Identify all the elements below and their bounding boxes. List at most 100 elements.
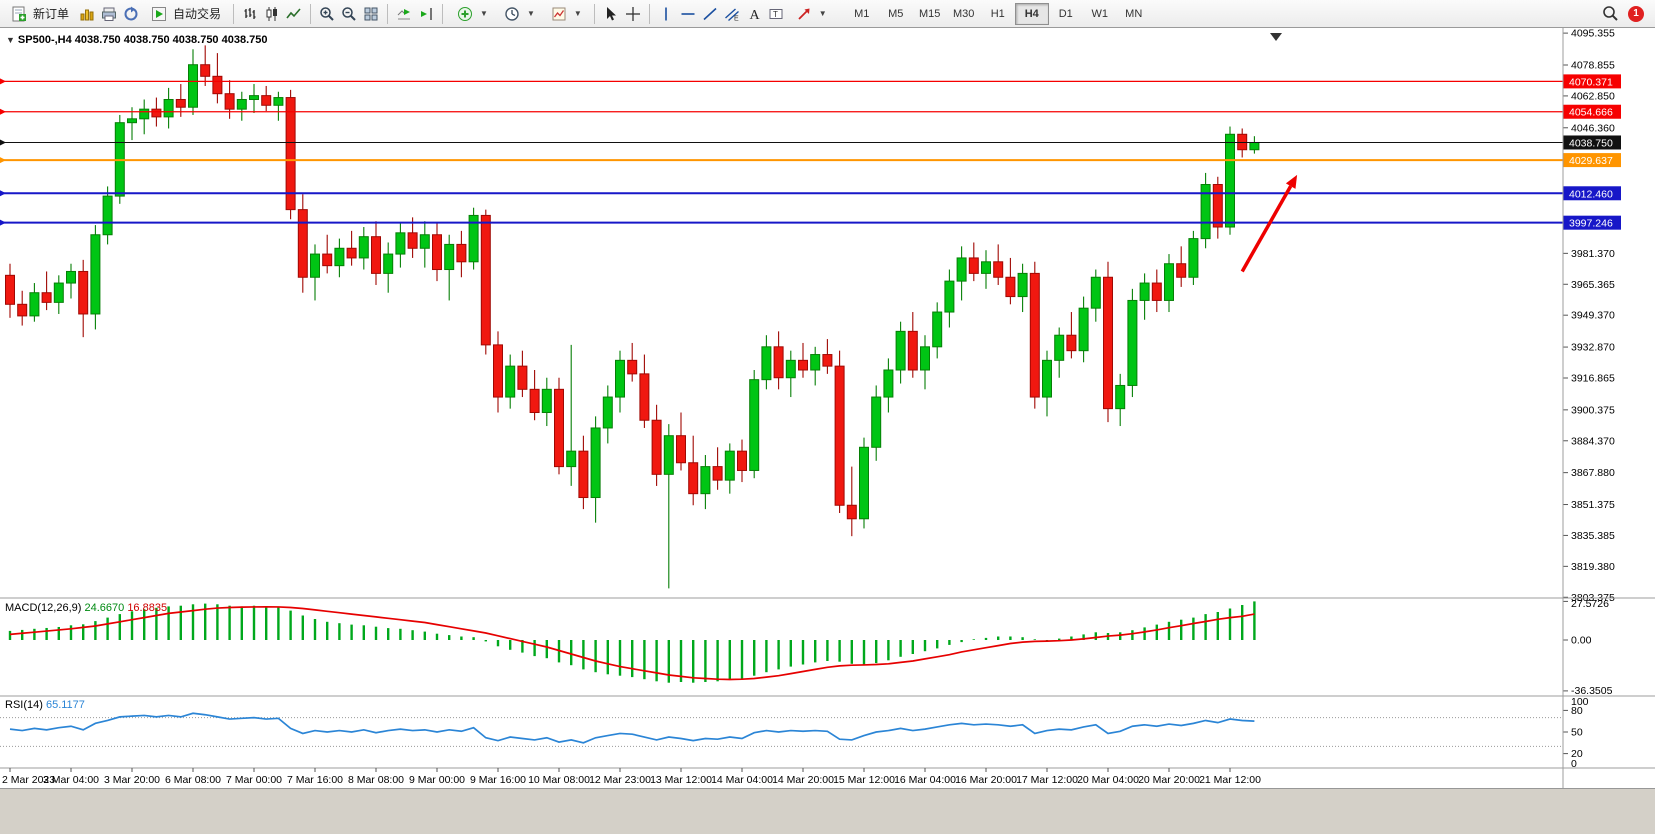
autoscroll-icon[interactable]	[394, 4, 414, 24]
chart-shift-icon[interactable]	[416, 4, 436, 24]
price-tag	[1563, 135, 1621, 150]
trend-arrow[interactable]	[1240, 185, 1293, 273]
timeframe-D1[interactable]: D1	[1058, 7, 1073, 20]
line-chart-mode-icon[interactable]	[284, 4, 304, 24]
svg-text:2 Mar 2023: 2 Mar 2023	[2, 774, 55, 786]
price-tag-label: 4070.371	[1569, 76, 1613, 88]
timeframe-H4[interactable]: H4	[1014, 2, 1049, 25]
periods-menu-button[interactable]: ▼	[496, 2, 541, 26]
clock-icon	[502, 4, 522, 24]
chart-area: 4095.355 4078.855 4062.850 4046.360 3981.370…	[0, 28, 1655, 788]
svg-text:27.5726: 27.5726	[1571, 598, 1609, 610]
toolbar-separator	[442, 3, 444, 24]
svg-text:3916.865: 3916.865	[1571, 372, 1615, 384]
price-tag	[1563, 104, 1621, 119]
svg-text:A: A	[749, 8, 760, 22]
bottom-status-strip	[0, 788, 1655, 834]
tile-windows-icon[interactable]	[361, 4, 381, 24]
timeframe-M5[interactable]: M5	[888, 7, 904, 20]
timeframe-M30[interactable]: M30	[953, 7, 975, 20]
svg-text:16 Mar 20:00: 16 Mar 20:00	[955, 774, 1017, 786]
svg-text:21 Mar 12:00: 21 Mar 12:00	[1199, 774, 1261, 786]
svg-text:8 Mar 08:00: 8 Mar 08:00	[348, 774, 404, 786]
svg-text:T: T	[773, 10, 778, 19]
zoom-in-icon[interactable]	[317, 4, 337, 24]
svg-text:15 Mar 12:00: 15 Mar 12:00	[833, 774, 895, 786]
timeframe-M15[interactable]: M15	[919, 7, 941, 20]
crosshair-icon[interactable]	[623, 4, 643, 24]
candle-chart-mode-icon[interactable]	[262, 4, 282, 24]
svg-text:17 Mar 12:00: 17 Mar 12:00	[1016, 774, 1078, 786]
cursor-icon[interactable]	[601, 4, 621, 24]
print-icon[interactable]	[99, 4, 119, 24]
svg-text:9 Mar 00:00: 9 Mar 00:00	[409, 774, 465, 786]
new-order-icon	[9, 4, 29, 24]
equidistant-channel-tool-icon[interactable]: E	[722, 4, 742, 24]
trendline-tool-icon[interactable]	[700, 4, 720, 24]
svg-text:-36.3505: -36.3505	[1571, 685, 1613, 697]
svg-text:20: 20	[1571, 748, 1583, 760]
timeframe-H1[interactable]: H1	[990, 7, 1005, 20]
templates-menu-button[interactable]: ▼	[543, 2, 588, 26]
zoom-out-icon[interactable]	[339, 4, 359, 24]
new-order-button[interactable]: 新订单	[3, 2, 75, 26]
svg-text:4062.850: 4062.850	[1571, 90, 1615, 102]
svg-text:13 Mar 12:00: 13 Mar 12:00	[650, 774, 712, 786]
vertical-line-tool-icon[interactable]	[656, 4, 676, 24]
refresh-icon[interactable]	[121, 4, 141, 24]
line-left-marker	[0, 78, 6, 85]
svg-text:0.00: 0.00	[1571, 635, 1592, 647]
price-tag-label: 3997.246	[1569, 218, 1613, 230]
indicators-add-icon	[455, 4, 475, 24]
main-toolbar: 新订单 自动交易	[0, 0, 1655, 28]
chart-shift-marker[interactable]	[1270, 33, 1282, 41]
trend-arrow-head	[1285, 174, 1298, 189]
text-tool-icon[interactable]: A	[744, 4, 764, 24]
svg-text:4095.355: 4095.355	[1571, 28, 1615, 40]
svg-text:0: 0	[1571, 758, 1577, 770]
chart-canvas[interactable]: 4095.355 4078.855 4062.850 4046.360 3981.370…	[0, 28, 1655, 788]
svg-text:3851.375: 3851.375	[1571, 499, 1615, 511]
timeframe-MN[interactable]: MN	[1125, 7, 1143, 20]
arrow-tool-icon	[794, 4, 814, 24]
price-tag	[1563, 153, 1621, 168]
price-axis[interactable]: 4095.355 4078.855 4062.850 4046.360 3981.370…	[1563, 28, 1615, 604]
toolbar-separator	[387, 3, 389, 24]
timeframe-M1[interactable]: M1	[854, 7, 870, 20]
svg-text:3 Mar 04:00: 3 Mar 04:00	[43, 774, 99, 786]
svg-text:7 Mar 16:00: 7 Mar 16:00	[287, 774, 343, 786]
svg-text:3981.370: 3981.370	[1571, 248, 1615, 260]
line-left-marker	[0, 139, 6, 146]
toolbar-separator	[648, 3, 650, 24]
autotrading-icon	[149, 4, 169, 24]
chevron-down-icon: ▼	[818, 9, 827, 18]
market-watch-icon[interactable]	[77, 4, 97, 24]
horizontal-line-tool-icon[interactable]	[678, 4, 698, 24]
autotrading-button[interactable]: 自动交易	[143, 2, 227, 26]
search-icon[interactable]	[1600, 4, 1620, 24]
text-label-tool-icon[interactable]: T	[766, 4, 786, 24]
price-tag	[1563, 74, 1621, 89]
timeframe-W1[interactable]: W1	[1091, 7, 1108, 20]
symbol-menu-icon[interactable]: ▼	[6, 35, 15, 45]
new-order-label: 新订单	[33, 7, 70, 21]
notification-badge[interactable]: 1	[1628, 5, 1644, 22]
svg-text:3949.370: 3949.370	[1571, 310, 1615, 322]
bar-chart-mode-icon[interactable]	[240, 4, 260, 24]
svg-text:3900.375: 3900.375	[1571, 404, 1615, 416]
svg-text:16 Mar 04:00: 16 Mar 04:00	[894, 774, 956, 786]
svg-text:3884.370: 3884.370	[1571, 435, 1615, 447]
svg-text:14 Mar 20:00: 14 Mar 20:00	[772, 774, 834, 786]
price-tag	[1563, 186, 1621, 201]
price-tag-label: 4012.460	[1569, 188, 1613, 200]
svg-text:4046.360: 4046.360	[1571, 122, 1615, 134]
chevron-down-icon: ▼	[480, 9, 488, 18]
svg-text:20 Mar 04:00: 20 Mar 04:00	[1077, 774, 1139, 786]
timeframe-group: M1 M5 M15 M30 H1 H4 D1 W1 MN	[845, 2, 1151, 25]
toolbar-right-group: 1	[1600, 4, 1652, 24]
arrows-menu-button[interactable]: ▼	[788, 2, 833, 26]
indicators-menu-button[interactable]: ▼	[449, 2, 494, 26]
svg-text:10 Mar 08:00: 10 Mar 08:00	[528, 774, 590, 786]
